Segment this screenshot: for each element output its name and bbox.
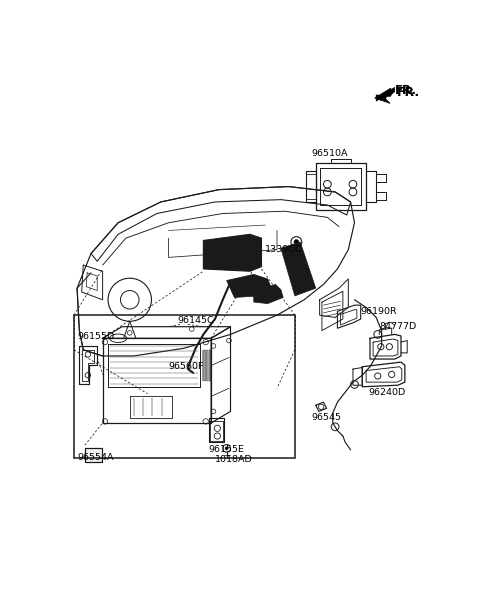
Text: 96155E: 96155E	[209, 445, 245, 454]
Text: FR.: FR.	[397, 86, 420, 99]
Bar	[85, 448, 102, 462]
Bar	[74, 315, 295, 457]
Polygon shape	[376, 91, 394, 101]
Text: 96560F: 96560F	[168, 362, 204, 371]
Polygon shape	[380, 90, 395, 100]
Bar	[85, 448, 102, 462]
Text: 96190R: 96190R	[360, 307, 396, 316]
Text: 96240D: 96240D	[369, 388, 406, 397]
Polygon shape	[227, 274, 271, 298]
Text: 96510A: 96510A	[312, 149, 348, 158]
Text: 96155D: 96155D	[77, 332, 114, 341]
Polygon shape	[204, 234, 262, 271]
Circle shape	[294, 240, 299, 244]
Text: 96545: 96545	[312, 413, 342, 422]
Text: 1018AD: 1018AD	[215, 454, 253, 463]
Polygon shape	[375, 88, 391, 103]
Circle shape	[225, 447, 228, 450]
Polygon shape	[281, 242, 316, 296]
Polygon shape	[254, 284, 283, 304]
Text: FR.: FR.	[395, 84, 417, 97]
Polygon shape	[380, 87, 395, 98]
Text: 96145C: 96145C	[178, 316, 215, 325]
Text: 1339CC: 1339CC	[265, 245, 303, 254]
Text: 96554A: 96554A	[77, 453, 114, 462]
Text: 84777D: 84777D	[379, 322, 417, 331]
